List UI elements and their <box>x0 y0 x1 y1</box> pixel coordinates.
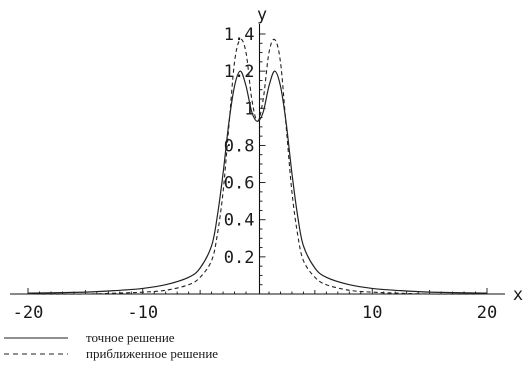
legend-label: точное решение <box>86 330 175 345</box>
y-tick-label: 1.4 <box>224 25 255 45</box>
series-approximate-line <box>27 38 488 295</box>
series-layer <box>27 38 488 295</box>
y-tick-label: 0.4 <box>224 211 255 231</box>
legend-label: приближенное решение <box>86 346 218 361</box>
y-tick-label: 0.8 <box>224 136 255 156</box>
x-tick-label: 10 <box>362 303 382 323</box>
x-tick-label: -10 <box>127 303 158 323</box>
axes: -20 -10 10 200.20.40.60.811.21.4xy <box>10 5 523 323</box>
series-exact-line <box>27 70 488 294</box>
y-tick-label: 0.6 <box>224 174 255 194</box>
y-tick-label: 1 <box>244 99 254 119</box>
x-axis-label: x <box>513 285 523 305</box>
y-axis-label: y <box>257 5 267 25</box>
x-tick-label: 20 <box>477 303 497 323</box>
x-tick-label: -20 <box>13 303 44 323</box>
y-tick-label: 0.2 <box>224 248 255 268</box>
